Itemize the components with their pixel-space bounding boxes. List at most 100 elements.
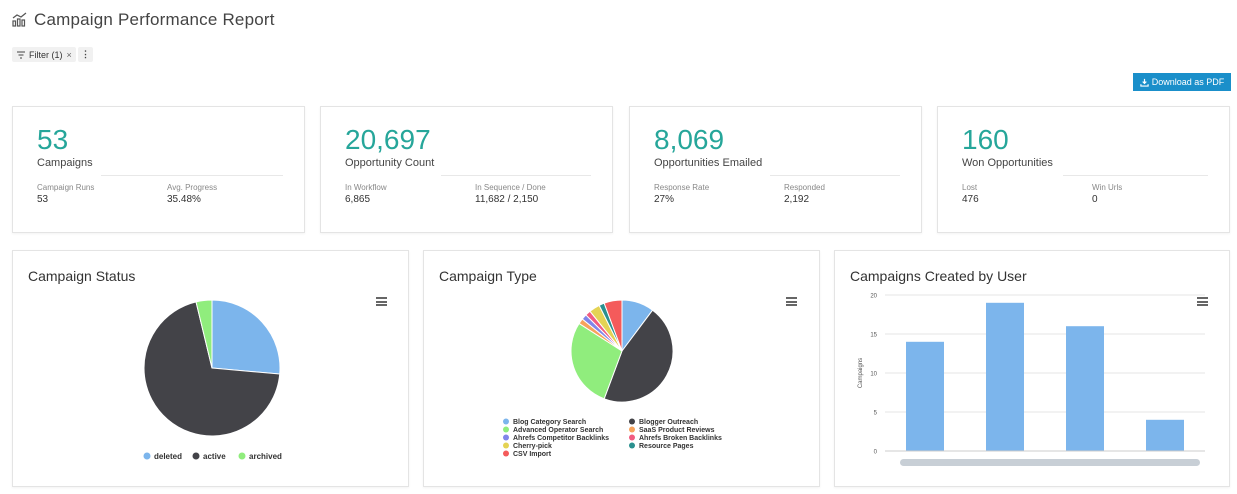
chart-title: Campaign Status [28, 268, 136, 284]
bar[interactable] [986, 302, 1024, 451]
stat-sub: Response Rate 27% [654, 183, 709, 205]
stat-value: 160 [962, 124, 1009, 155]
legend-label[interactable]: CSV Import [513, 451, 552, 458]
stat-label: Won Opportunities [962, 157, 1053, 169]
chart-title: Campaign Type [439, 268, 537, 284]
chart-card-campaign-type: Campaign Type Blog Category Search Blogge… [423, 250, 820, 487]
legend-marker [629, 442, 635, 449]
chart-menu-icon[interactable] [376, 297, 387, 306]
filter-chip[interactable]: Filter (1) × [12, 47, 76, 62]
chart-card-campaign-status: Campaign Status deleted active archived [12, 250, 409, 487]
y-tick-label: 20 [870, 294, 877, 300]
stat-sub-value: 0 [1092, 194, 1098, 205]
stat-card-opportunity-count: 20,697 Opportunity Count In Workflow 6,8… [320, 106, 613, 233]
stat-sub: Responded 2,192 [784, 183, 825, 205]
legend-label[interactable]: active [203, 452, 226, 461]
stat-sub-label: In Sequence / Done [475, 183, 546, 192]
stat-sub: Campaign Runs 53 [37, 183, 94, 205]
clear-filter-icon[interactable]: × [66, 49, 72, 60]
y-tick-label: 5 [874, 411, 878, 417]
pie-slice-csv-import[interactable] [603, 299, 623, 352]
page-header: Campaign Performance Report [12, 9, 275, 31]
filter-label: Filter (1) [29, 49, 63, 60]
stat-sub-label: Avg. Progress [167, 183, 218, 192]
stat-sub-label: Responded [784, 183, 825, 192]
y-tick-label: 0 [874, 450, 878, 456]
y-tick-label: 10 [870, 372, 877, 378]
download-pdf-label: Download as PDF [1151, 77, 1225, 87]
stat-value: 53 [37, 124, 69, 155]
chart-title: Campaigns Created by User [850, 268, 1027, 284]
stat-value: 20,697 [345, 124, 431, 155]
download-pdf-button[interactable]: Download as PDF [1133, 73, 1231, 91]
legend-label[interactable]: Cherry-pick [513, 443, 552, 450]
bar[interactable] [1066, 326, 1104, 451]
pie-slice-archived[interactable] [195, 299, 213, 369]
campaign-status-pie-chart: deleted active archived [143, 299, 282, 461]
stat-label: Campaigns [37, 157, 93, 169]
download-icon [1140, 78, 1149, 87]
legend-label[interactable]: Ahrefs Competitor Backlinks [513, 435, 609, 442]
stat-label: Opportunity Count [345, 157, 435, 169]
legend-label[interactable]: deleted [154, 452, 182, 461]
stat-sub-label: Win Urls [1092, 183, 1123, 192]
stat-sub: In Sequence / Done 11,682 / 2,150 [475, 183, 546, 205]
stat-sub: Lost 476 [962, 183, 979, 205]
stat-sub: Avg. Progress 35.48% [167, 183, 217, 205]
legend-label[interactable]: Blogger Outreach [639, 419, 698, 426]
kebab-icon: ⋮ [81, 49, 90, 59]
legend-label[interactable]: Resource Pages [639, 443, 694, 450]
stat-sub-value: 35.48% [167, 194, 201, 205]
legend-marker [503, 418, 509, 425]
legend-label[interactable]: SaaS Product Reviews [639, 427, 715, 434]
stat-sub: Win Urls 0 [1092, 183, 1122, 205]
stat-sub-label: Lost [962, 183, 978, 192]
stat-sub-value: 2,192 [784, 194, 810, 205]
pie-slice-advanced-operator-search[interactable] [570, 322, 623, 400]
stat-label: Opportunities Emailed [654, 157, 763, 169]
bar[interactable] [1146, 419, 1184, 451]
campaign-type-pie-chart: Blog Category Search Blogger Outreach Adva… [503, 299, 722, 458]
stat-sub-label: In Workflow [345, 183, 387, 192]
stat-sub-label: Response Rate [654, 183, 710, 192]
pie-slice-blogger-outreach[interactable] [603, 309, 674, 403]
stat-sub-value: 476 [962, 194, 979, 205]
divider [1063, 175, 1208, 176]
divider [441, 175, 591, 176]
legend-label[interactable]: Advanced Operator Search [513, 427, 603, 434]
stat-card-campaigns: 53 Campaigns Campaign Runs 53 Avg. Progr… [12, 106, 305, 233]
legend-label[interactable]: archived [249, 452, 282, 461]
legend-marker [503, 450, 509, 457]
stat-value: 8,069 [654, 124, 725, 155]
bar[interactable] [906, 341, 944, 451]
legend-marker [143, 452, 151, 460]
pie-slice-active[interactable] [143, 301, 281, 437]
legend-marker [503, 434, 509, 441]
legend-marker [503, 426, 509, 433]
horizontal-scrollbar[interactable] [900, 459, 1200, 466]
stat-sub-label: Campaign Runs [37, 183, 95, 192]
stat-sub: In Workflow 6,865 [345, 183, 387, 205]
stat-sub-value: 11,682 / 2,150 [475, 194, 539, 205]
legend-marker [629, 418, 635, 425]
stat-sub-value: 27% [654, 194, 675, 205]
legend-label[interactable]: Ahrefs Broken Backlinks [639, 435, 722, 442]
y-tick-label: 15 [870, 333, 877, 339]
page-title: Campaign Performance Report [34, 10, 275, 29]
more-options-button[interactable]: ⋮ [78, 47, 93, 62]
legend-marker [503, 442, 509, 449]
divider [770, 175, 900, 176]
legend-marker [192, 452, 200, 460]
legend-marker [629, 434, 635, 441]
campaigns-by-user-bar-chart: 0 5 10 15 20 Campaigns [858, 294, 1205, 466]
stat-sub-value: 53 [37, 194, 49, 205]
chart-menu-icon[interactable] [1197, 297, 1208, 306]
filter-icon [17, 51, 25, 58]
legend-marker [629, 426, 635, 433]
stat-card-opportunities-emailed: 8,069 Opportunities Emailed Response Rat… [629, 106, 922, 233]
pie-slice-deleted[interactable] [211, 299, 281, 375]
legend-label[interactable]: Blog Category Search [513, 419, 586, 426]
chart-menu-icon[interactable] [786, 297, 797, 306]
divider [101, 175, 283, 176]
chart-card-campaigns-by-user: Campaigns Created by User 0 5 10 15 20 Campai… [834, 250, 1230, 487]
